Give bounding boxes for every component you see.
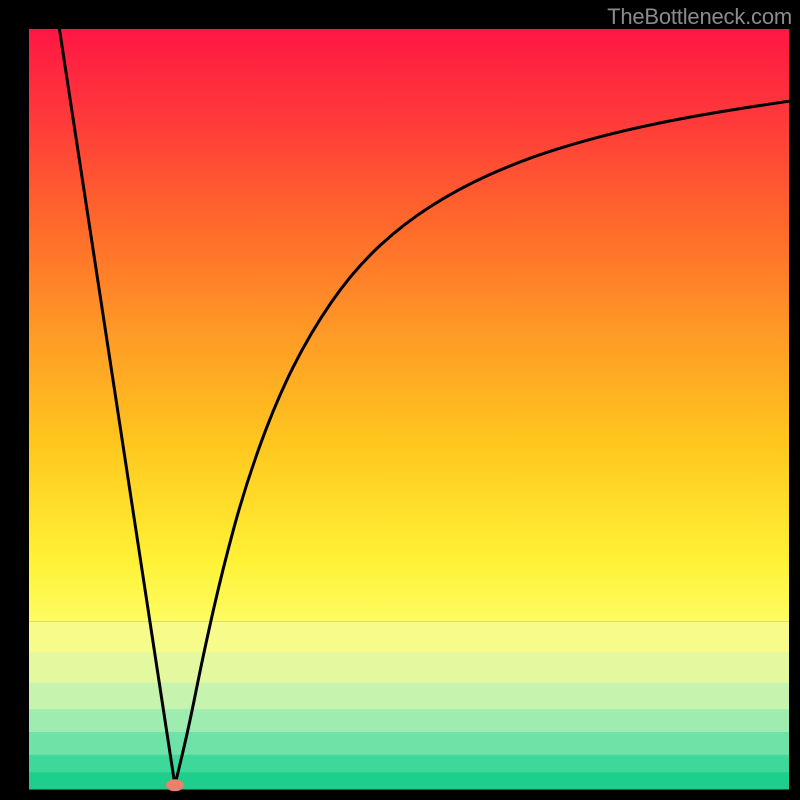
branding-watermark: TheBottleneck.com — [607, 4, 792, 30]
chart-background-band — [29, 683, 789, 710]
chart-background-band — [29, 709, 789, 732]
chart-container: TheBottleneck.com — [0, 0, 800, 800]
optimal-point-marker — [166, 779, 184, 791]
chart-background-band — [29, 652, 789, 683]
chart-background-gradient — [29, 29, 789, 622]
chart-background-band — [29, 732, 789, 755]
chart-background-band — [29, 772, 789, 789]
chart-background-band — [29, 622, 789, 653]
bottleneck-chart — [0, 0, 800, 800]
chart-background-band — [29, 755, 789, 773]
